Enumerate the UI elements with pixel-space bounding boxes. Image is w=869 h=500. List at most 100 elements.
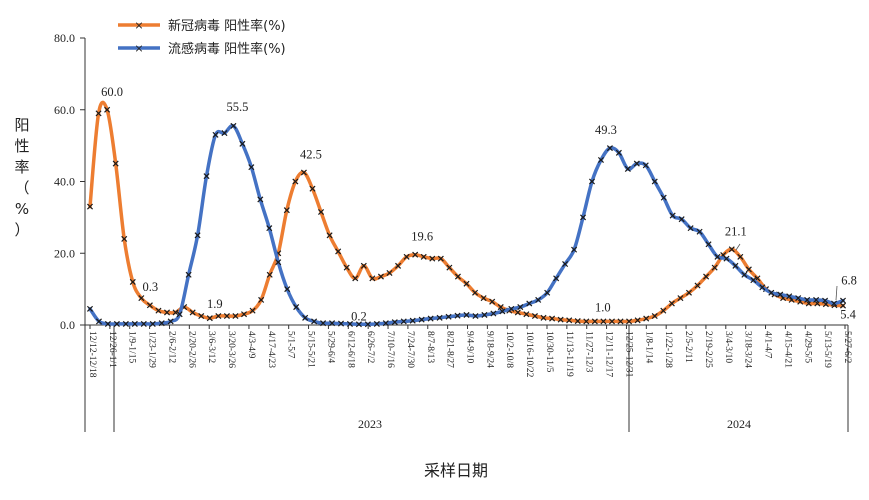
legend-label-flu: 流感病毒 阳性率(%): [168, 41, 286, 57]
x-axis-label: 采样日期: [424, 461, 488, 480]
data-point-marker: [454, 312, 461, 319]
data-point-marker: [643, 315, 650, 322]
x-tick-label: 4/3-4/9: [246, 331, 256, 359]
data-point-marker: [768, 289, 775, 296]
x-tick-label: 10/30-11/5: [544, 331, 554, 373]
x-tick-label: 7/24-7/30: [405, 331, 415, 368]
data-point-marker: [104, 106, 111, 113]
data-point-marker: [687, 225, 694, 232]
x-tick-label: 12/11-12/17: [604, 331, 614, 377]
x-tick-label: 9/18-9/24: [484, 331, 494, 368]
data-point-marker: [131, 320, 138, 327]
data-point-marker: [364, 321, 371, 328]
x-tick-label: 1/9-1/15: [127, 331, 137, 363]
data-point-marker: [737, 253, 744, 260]
data-point-marker: [329, 320, 336, 327]
data-point-marker: [531, 313, 538, 320]
y-tick-label: 20.0: [54, 246, 75, 260]
y-axis-label: 阳性率 （% ）: [14, 116, 29, 239]
data-point-marker: [248, 164, 255, 171]
data-point-marker: [608, 318, 615, 325]
data-point-marker: [497, 304, 504, 311]
data-point-marker: [346, 320, 353, 327]
year-label-2024: 2024: [727, 417, 751, 431]
data-point-marker: [369, 275, 376, 282]
data-point-marker: [591, 318, 598, 325]
data-point-marker: [777, 291, 784, 298]
data-point-marker: [257, 196, 264, 203]
data-point-marker: [831, 300, 838, 307]
x-tick-label: 2/19-2/25: [703, 331, 713, 368]
y-tick-label: 0.0: [60, 318, 75, 332]
x-tick-label: 5/27-6/2: [842, 331, 852, 363]
data-point-marker: [149, 320, 156, 327]
data-point-marker: [472, 313, 479, 320]
year-label-2023: 2023: [358, 417, 382, 431]
data-point-marker: [104, 320, 111, 327]
data-point-marker: [155, 307, 162, 314]
data-point-marker: [95, 110, 102, 117]
data-point-marker: [741, 271, 748, 278]
data-point-marker: [745, 266, 752, 273]
annotation-leader: [835, 285, 838, 301]
y-axis-label-char: %: [15, 200, 29, 218]
data-label: 60.0: [101, 85, 123, 99]
data-point-marker: [185, 271, 192, 278]
data-point-marker: [615, 149, 622, 156]
data-point-marker: [146, 302, 153, 309]
legend-item-covid: × 新冠病毒 阳性率(%): [118, 18, 286, 34]
data-point-marker: [839, 297, 847, 304]
data-point-marker: [617, 318, 624, 325]
data-point-marker: [95, 318, 102, 325]
data-point-marker: [206, 315, 213, 322]
y-tick-label: 80.0: [54, 31, 75, 45]
data-point-marker: [292, 178, 299, 185]
data-point-marker: [795, 295, 802, 302]
data-point-marker: [732, 262, 739, 269]
legend-marker-covid: ×: [134, 19, 143, 32]
data-point-marker: [508, 305, 515, 312]
y-tick-label: 40.0: [54, 175, 75, 189]
data-point-marker: [723, 255, 730, 262]
x-tick-label: 2/6-2/12: [166, 331, 176, 363]
x-tick-label: 5/29-6/4: [325, 331, 335, 363]
data-point-marker: [678, 216, 685, 223]
data-point-marker: [176, 311, 183, 318]
data-point-marker: [651, 313, 658, 320]
data-point-marker: [703, 273, 710, 280]
data-point-marker: [557, 316, 564, 323]
x-tick-label: 8/7-8/13: [425, 331, 435, 363]
data-point-marker: [535, 296, 542, 303]
data-point-marker: [571, 246, 578, 253]
data-point-marker: [822, 297, 829, 304]
data-point-marker: [660, 194, 667, 201]
data-point-marker: [223, 313, 230, 320]
data-label: 1.0: [595, 300, 611, 314]
data-label: 5.4: [840, 308, 856, 322]
x-tick-label: 3/20-3/26: [226, 331, 236, 368]
data-point-marker: [472, 289, 479, 296]
data-point-marker: [140, 320, 147, 327]
data-label: 6.8: [841, 274, 857, 288]
data-point-marker: [445, 313, 452, 320]
legend-marker-flu: ×: [134, 42, 143, 55]
data-point-marker: [129, 278, 136, 285]
data-point-marker: [429, 255, 436, 262]
data-point-marker: [163, 309, 171, 316]
data-point-marker: [813, 296, 820, 303]
data-point-marker: [566, 317, 573, 324]
data-point-marker: [343, 264, 350, 271]
data-label: 0.2: [351, 309, 367, 323]
data-point-marker: [400, 318, 407, 325]
data-point-marker: [311, 318, 318, 325]
x-tick-label: 3/6-3/12: [206, 331, 216, 363]
x-tick-label: 1/8-1/14: [643, 331, 653, 363]
data-point-marker: [711, 264, 718, 271]
y-tick-label: 60.0: [54, 103, 75, 117]
data-point-marker: [266, 225, 273, 232]
data-point-marker: [302, 314, 309, 321]
y-axis-label-char: 性: [14, 137, 29, 155]
data-point-marker: [514, 309, 521, 316]
x-tick-label: 8/21-8/27: [445, 331, 455, 368]
y-axis-ticks: 0.0 20.0 40.0 60.0 80.0: [54, 31, 85, 332]
